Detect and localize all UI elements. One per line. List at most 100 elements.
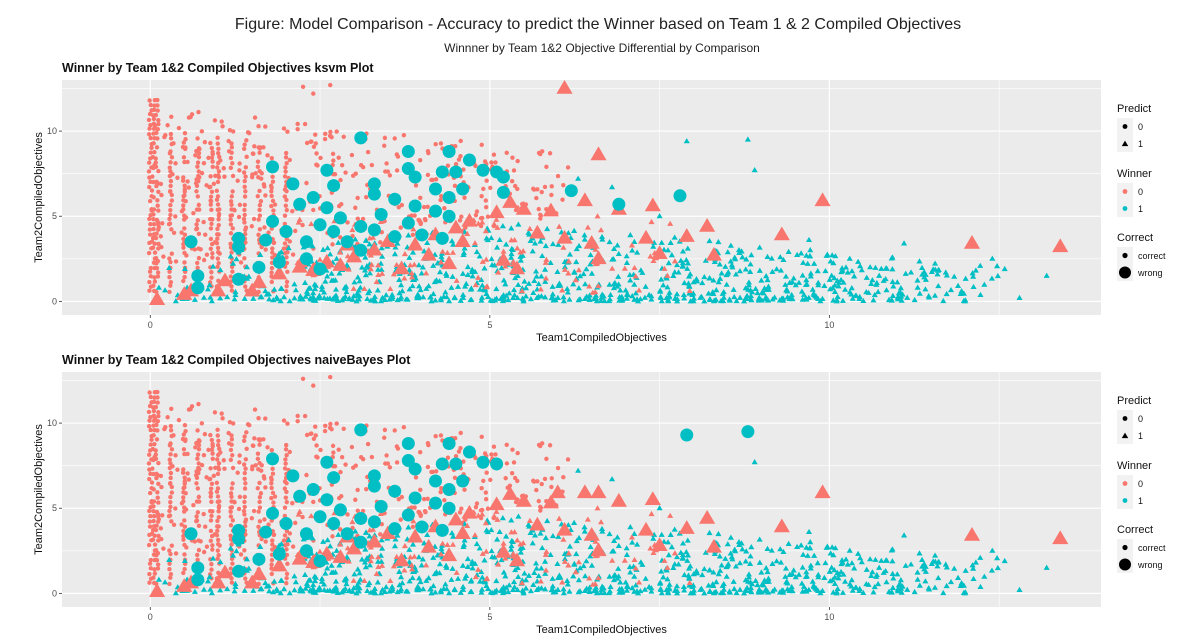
point-correct	[312, 577, 319, 584]
point-correct	[430, 582, 437, 589]
point-correct	[932, 552, 939, 558]
point-correct	[752, 577, 759, 583]
point-correct	[666, 586, 673, 592]
point-wrong	[401, 437, 415, 451]
point-correct	[155, 400, 160, 405]
point-wrong	[327, 517, 341, 531]
point-correct	[208, 298, 215, 304]
naivebayes-panel: Winner by Team 1&2 Compiled Objectives n…	[33, 353, 1166, 636]
point-correct	[243, 466, 248, 471]
point-correct	[155, 136, 160, 141]
point-wrong	[741, 425, 755, 439]
point-correct	[826, 276, 833, 282]
point-correct	[173, 259, 179, 264]
point-correct	[795, 279, 803, 285]
point-correct	[674, 553, 681, 560]
point-correct	[830, 260, 837, 266]
point-correct	[479, 574, 486, 580]
point-correct	[508, 245, 515, 252]
point-correct	[878, 557, 885, 563]
point-correct	[353, 205, 358, 210]
point-correct	[479, 486, 484, 491]
point-correct	[156, 460, 161, 466]
point-correct	[155, 562, 161, 567]
point-correct	[159, 192, 164, 198]
point-correct	[318, 283, 326, 289]
point-wrong	[327, 179, 341, 193]
point-correct	[515, 221, 522, 227]
point-correct	[215, 151, 221, 156]
point-correct	[420, 586, 427, 592]
point-correct	[510, 155, 515, 160]
point-correct	[299, 588, 306, 594]
point-correct	[488, 185, 493, 191]
point-correct	[575, 559, 582, 565]
point-correct	[285, 129, 290, 134]
point-correct	[227, 419, 233, 425]
point-correct	[800, 291, 807, 297]
point-correct	[788, 291, 795, 298]
point-wrong	[259, 233, 273, 247]
point-correct	[544, 225, 551, 232]
point-correct	[167, 274, 172, 280]
point-correct	[295, 126, 300, 132]
point-correct	[182, 566, 187, 572]
point-wrong	[461, 504, 478, 519]
point-correct	[882, 557, 890, 563]
point-correct	[269, 477, 274, 482]
point-correct	[302, 121, 308, 127]
point-correct	[788, 295, 795, 301]
point-correct	[657, 294, 665, 300]
point-wrong	[814, 192, 831, 207]
point-correct	[519, 285, 526, 291]
point-correct	[228, 566, 234, 571]
point-correct	[763, 286, 770, 292]
point-correct	[204, 286, 212, 292]
point-correct	[955, 282, 962, 288]
point-correct	[245, 273, 252, 279]
point-correct	[339, 455, 345, 460]
point-correct	[242, 184, 247, 190]
point-wrong	[354, 535, 368, 549]
point-correct	[269, 270, 274, 275]
point-correct	[365, 582, 372, 588]
point-correct	[575, 577, 582, 583]
point-correct	[799, 296, 806, 302]
point-correct	[360, 456, 366, 462]
point-correct	[212, 410, 218, 415]
point-correct	[170, 464, 175, 469]
point-wrong	[266, 214, 280, 228]
point-correct	[216, 465, 221, 470]
point-correct	[256, 509, 261, 514]
point-correct	[231, 588, 238, 594]
point-correct	[353, 497, 358, 502]
point-correct	[215, 518, 220, 524]
point-correct	[731, 293, 738, 300]
figure-subtitle: Winnner by Team 1&2 Objective Differenti…	[444, 41, 760, 55]
point-correct	[167, 508, 172, 514]
point-correct	[299, 296, 306, 302]
point-correct	[379, 562, 386, 568]
point-correct	[642, 575, 649, 581]
point-correct	[195, 456, 200, 461]
point-correct	[365, 441, 371, 447]
point-correct	[488, 547, 495, 554]
point-correct	[846, 255, 853, 261]
point-wrong	[388, 484, 402, 498]
point-correct	[549, 240, 556, 247]
point-wrong	[250, 566, 268, 580]
point-correct	[506, 290, 513, 296]
point-correct	[339, 493, 344, 499]
point-correct	[209, 189, 215, 194]
point-correct	[181, 140, 187, 145]
point-correct	[282, 513, 288, 519]
point-correct	[314, 443, 319, 448]
point-correct	[399, 202, 405, 208]
point-correct	[180, 144, 186, 150]
point-correct	[185, 471, 190, 476]
point-correct	[230, 518, 235, 523]
point-correct	[514, 245, 521, 251]
point-correct	[469, 266, 476, 272]
point-correct	[658, 568, 665, 574]
point-correct	[181, 557, 188, 564]
